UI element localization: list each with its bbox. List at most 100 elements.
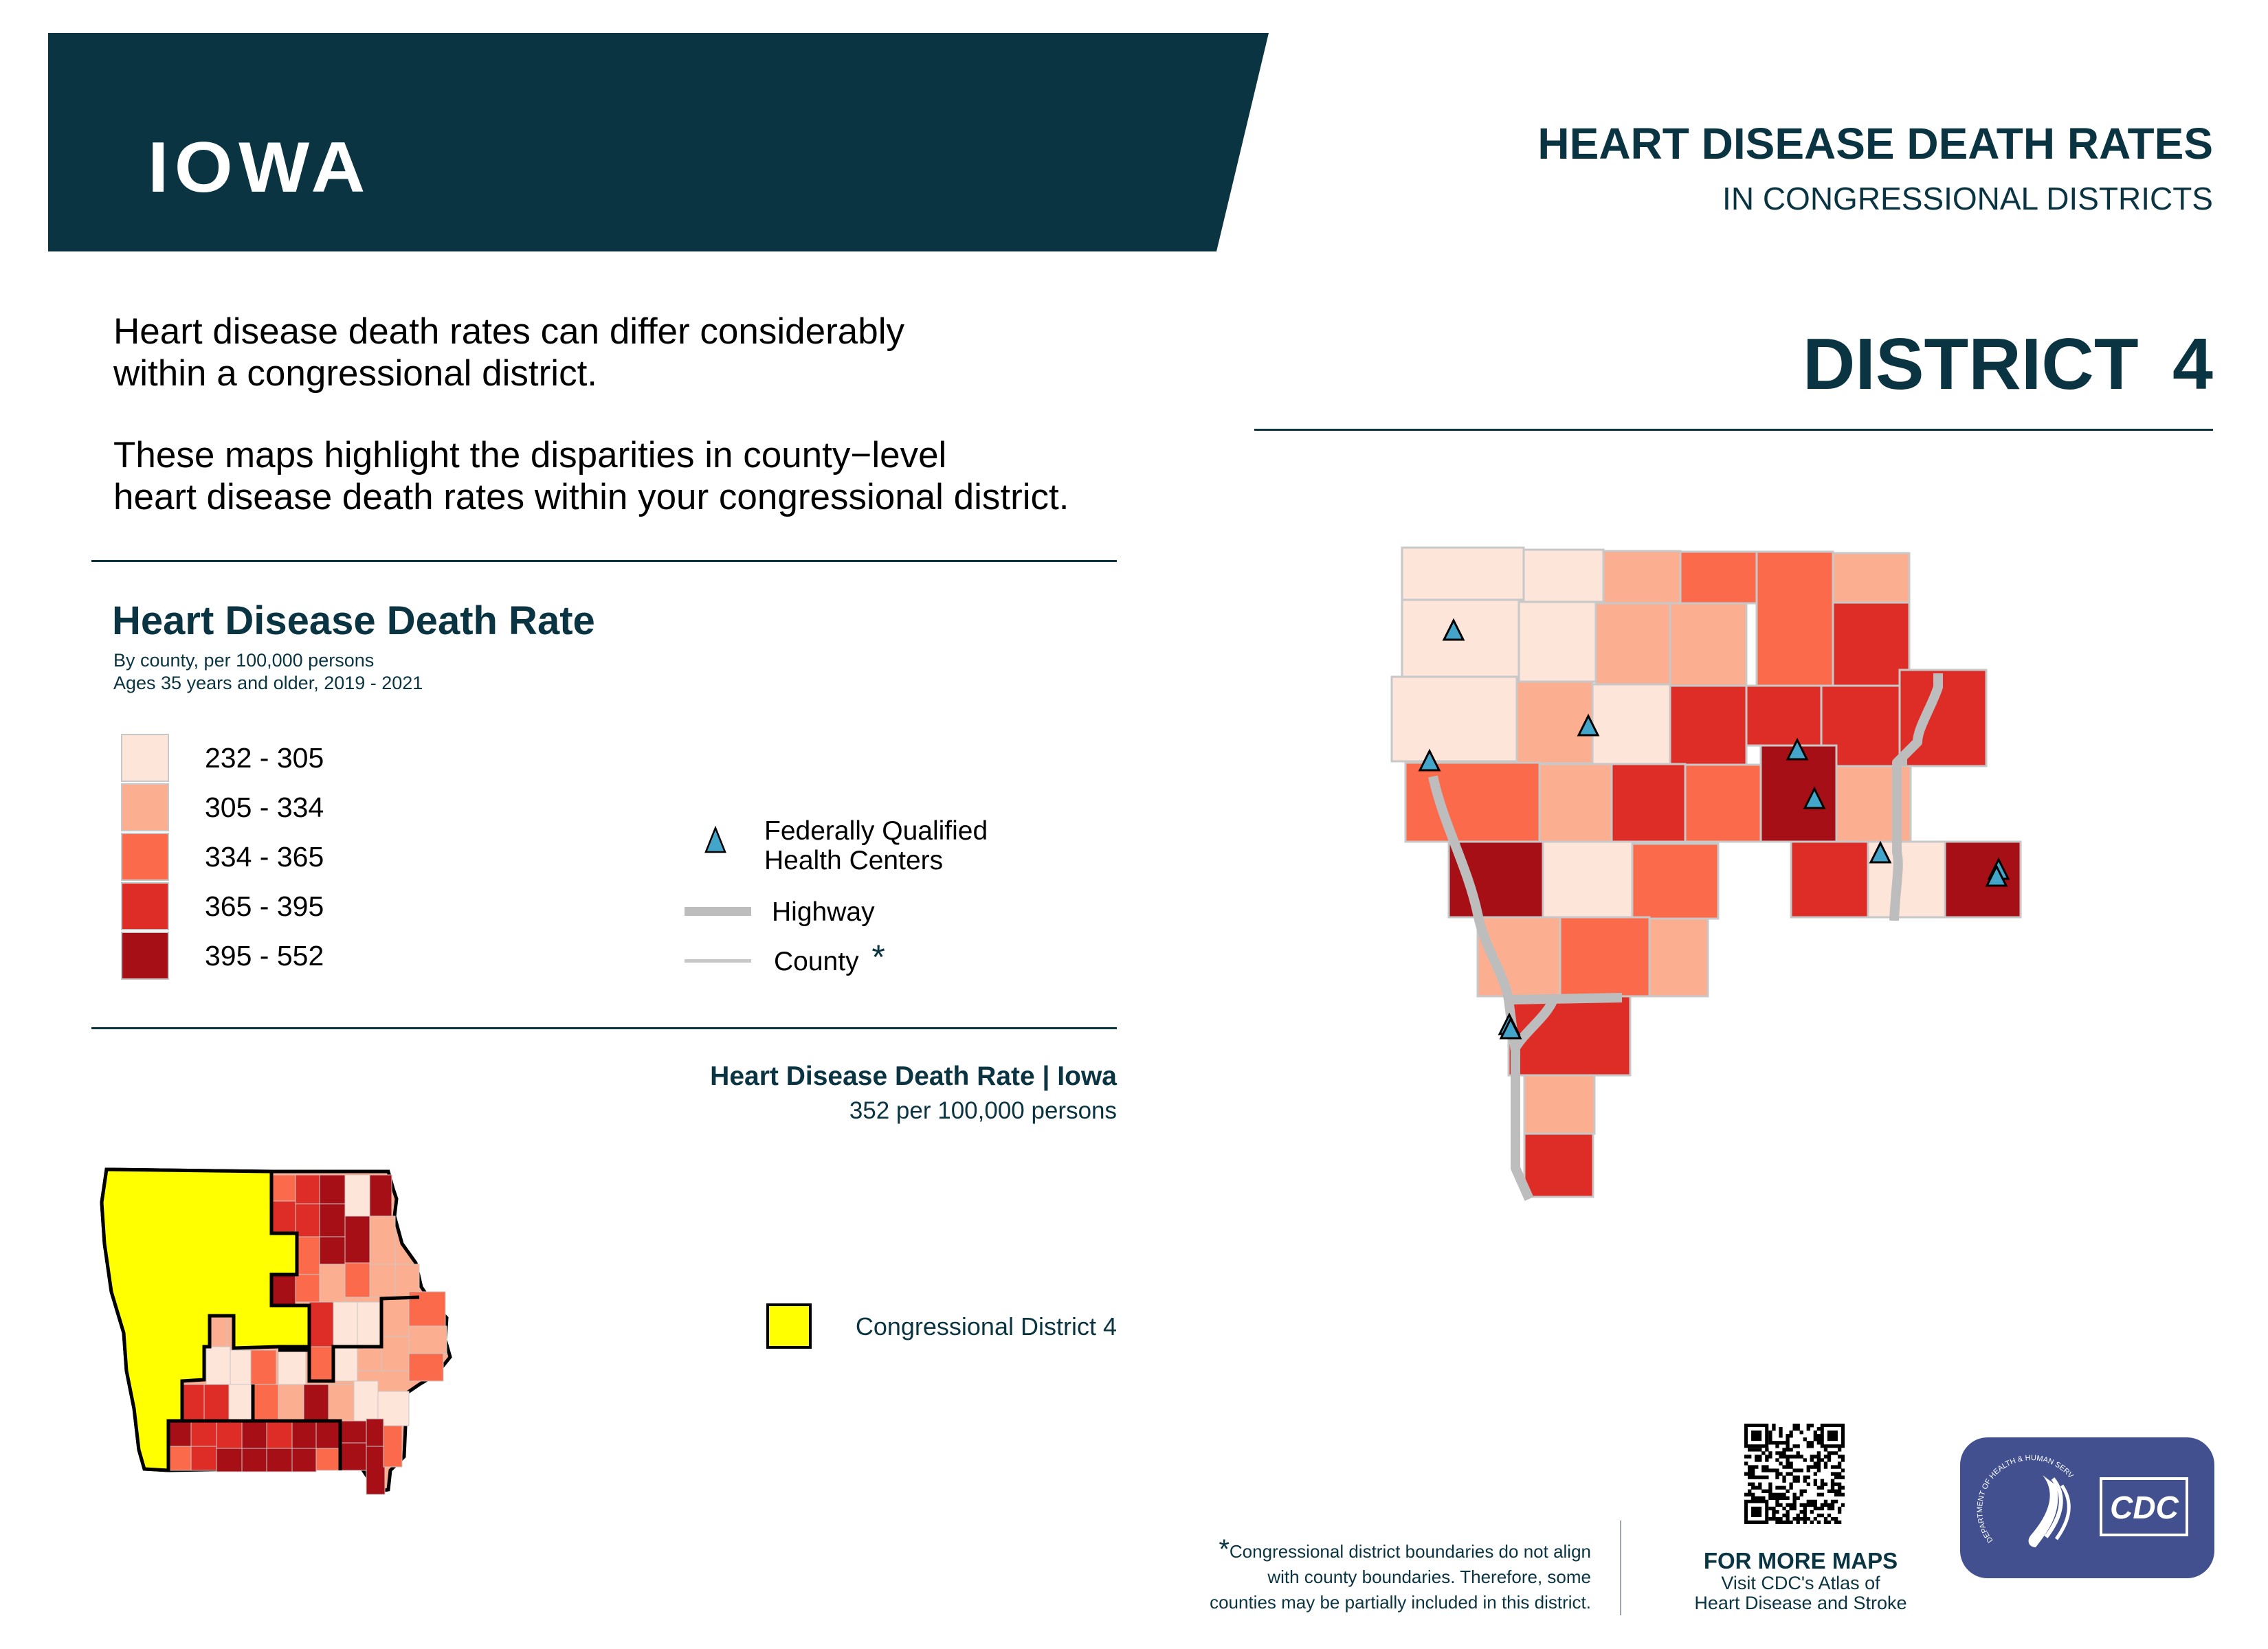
fqhc-marker-icon[interactable] <box>1442 618 1465 641</box>
state-county-cell <box>303 1384 329 1422</box>
state-county-cell <box>266 1448 293 1472</box>
state-county-cell <box>315 1420 341 1449</box>
state-county-cell <box>319 1236 346 1265</box>
fqhc-marker-icon[interactable] <box>1499 1016 1522 1040</box>
legend-subtitle: By county, per 100,000 persons Ages 35 y… <box>113 649 423 695</box>
state-county-cell <box>295 1203 320 1237</box>
state-county-cell <box>309 1346 334 1382</box>
highway-line <box>1428 775 1534 1201</box>
fqhc-marker-icon[interactable] <box>1803 786 1826 809</box>
banner-shape <box>48 33 1269 251</box>
county-polygon[interactable] <box>1610 763 1687 843</box>
cdc-box <box>2100 1477 2188 1536</box>
state-county-cell <box>230 1349 252 1385</box>
county-polygon[interactable] <box>1594 602 1671 686</box>
district-highlight-swatch <box>766 1303 812 1349</box>
county-polygon[interactable] <box>1745 684 1823 747</box>
state-county-cell <box>369 1264 396 1298</box>
state-county-cell <box>340 1420 367 1444</box>
fqhc-label-line: Health Centers <box>764 846 944 875</box>
state-county-cell <box>383 1425 403 1468</box>
county-polygon[interactable] <box>1523 1132 1594 1198</box>
county-polygon[interactable] <box>1631 842 1720 920</box>
state-county-cell <box>241 1448 267 1472</box>
county-polygon[interactable] <box>1755 550 1834 687</box>
county-polygon[interactable] <box>1679 550 1758 605</box>
footnote-line: counties may be partially included in th… <box>1210 1592 1591 1613</box>
county-polygon[interactable] <box>1542 840 1634 920</box>
county-polygon[interactable] <box>1602 550 1682 605</box>
more-maps-text[interactable]: Visit CDC's Atlas of Heart Disease and S… <box>1649 1573 1952 1613</box>
county-polygon[interactable] <box>1669 684 1748 766</box>
county-polygon[interactable] <box>1790 840 1869 919</box>
state-county-cell <box>190 1446 217 1471</box>
state-rate-value: 352 per 100,000 persons <box>849 1097 1117 1124</box>
county-polygon[interactable] <box>1515 680 1594 765</box>
intro-line: Heart disease death rates can differ con… <box>113 311 904 352</box>
state-county-cell <box>241 1420 267 1449</box>
intro-paragraph-1: Heart disease death rates can differ con… <box>113 311 1213 394</box>
legend-swatch <box>121 882 169 930</box>
state-county-cell <box>295 1236 320 1275</box>
legend-title: Heart Disease Death Rate <box>112 598 595 643</box>
county-polygon[interactable] <box>1759 744 1838 843</box>
footer-divider <box>1620 1521 1621 1615</box>
county-polygon[interactable] <box>1832 601 1911 687</box>
state-county-cell <box>278 1349 307 1385</box>
legend-swatch <box>121 932 169 980</box>
state-county-cell <box>295 1274 320 1303</box>
county-polygon[interactable] <box>1669 602 1748 687</box>
more-maps-title: FOR MORE MAPS <box>1703 1548 1898 1573</box>
state-county-cell <box>228 1384 254 1422</box>
county-polygon[interactable] <box>1390 675 1518 763</box>
state-county-cell <box>252 1384 279 1422</box>
county-polygon[interactable] <box>1401 546 1525 601</box>
state-county-cell <box>333 1301 358 1347</box>
state-county-cell <box>278 1384 304 1422</box>
fqhc-marker-icon[interactable] <box>1418 748 1441 772</box>
intro-divider <box>91 560 1117 562</box>
county-polygon[interactable] <box>1684 763 1762 843</box>
state-county-cell <box>216 1420 243 1449</box>
district-county-map <box>1390 546 2022 1201</box>
district-boundary <box>278 1295 420 1383</box>
state-county-cell <box>271 1274 296 1306</box>
state-county-cell <box>353 1380 379 1422</box>
county-polygon[interactable] <box>1522 548 1605 603</box>
qr-code[interactable] <box>1744 1424 1845 1524</box>
legend-class-label: 232 - 305 <box>205 742 324 774</box>
intro-line: These maps highlight the disparities in … <box>113 435 947 475</box>
state-county-cell <box>381 1298 410 1337</box>
fqhc-marker-icon[interactable] <box>1869 840 1892 864</box>
county-polygon[interactable] <box>1648 917 1709 998</box>
state-county-cell <box>168 1446 192 1471</box>
county-polygon[interactable] <box>1591 683 1671 765</box>
district-4-highlight[interactable] <box>100 1167 311 1472</box>
county-polygon[interactable] <box>1538 763 1613 843</box>
header-banner <box>48 33 1269 251</box>
state-county-cell <box>408 1325 447 1354</box>
report-subtitle: IN CONGRESSIONAL DISTRICTS <box>1722 181 2213 216</box>
intro-text: Heart disease death rates can differ con… <box>113 311 1213 558</box>
state-county-cell <box>366 1446 386 1495</box>
fqhc-marker-icon[interactable] <box>1786 737 1809 761</box>
legend-swatch <box>121 833 169 881</box>
hhs-cdc-logo-graphic: DEPARTMENT OF HEALTH & HUMAN SERVICES·US… <box>1957 1431 2188 1547</box>
footnote-line: with county boundaries. Therefore, some <box>1267 1567 1591 1587</box>
county-polygon[interactable] <box>1523 1074 1596 1135</box>
report-title: HEART DISEASE DEATH RATES <box>1537 119 2213 168</box>
state-county-cell <box>369 1174 392 1217</box>
fqhc-marker-icon[interactable] <box>1577 713 1600 737</box>
state-county-cell <box>190 1420 217 1447</box>
footnote: *Congressional district boundaries do no… <box>1210 1536 1591 1615</box>
fqhc-legend-icon <box>704 825 726 853</box>
county-polygon[interactable] <box>1559 916 1651 998</box>
county-polygon[interactable] <box>1832 552 1911 604</box>
state-county-cell <box>381 1336 410 1371</box>
county-polygon[interactable] <box>1404 761 1541 843</box>
county-polygon[interactable] <box>1517 601 1597 683</box>
state-county-cell <box>366 1418 384 1447</box>
state-county-cell <box>291 1420 317 1449</box>
state-county-cell <box>205 1346 231 1385</box>
fqhc-marker-icon[interactable] <box>1985 864 2008 887</box>
